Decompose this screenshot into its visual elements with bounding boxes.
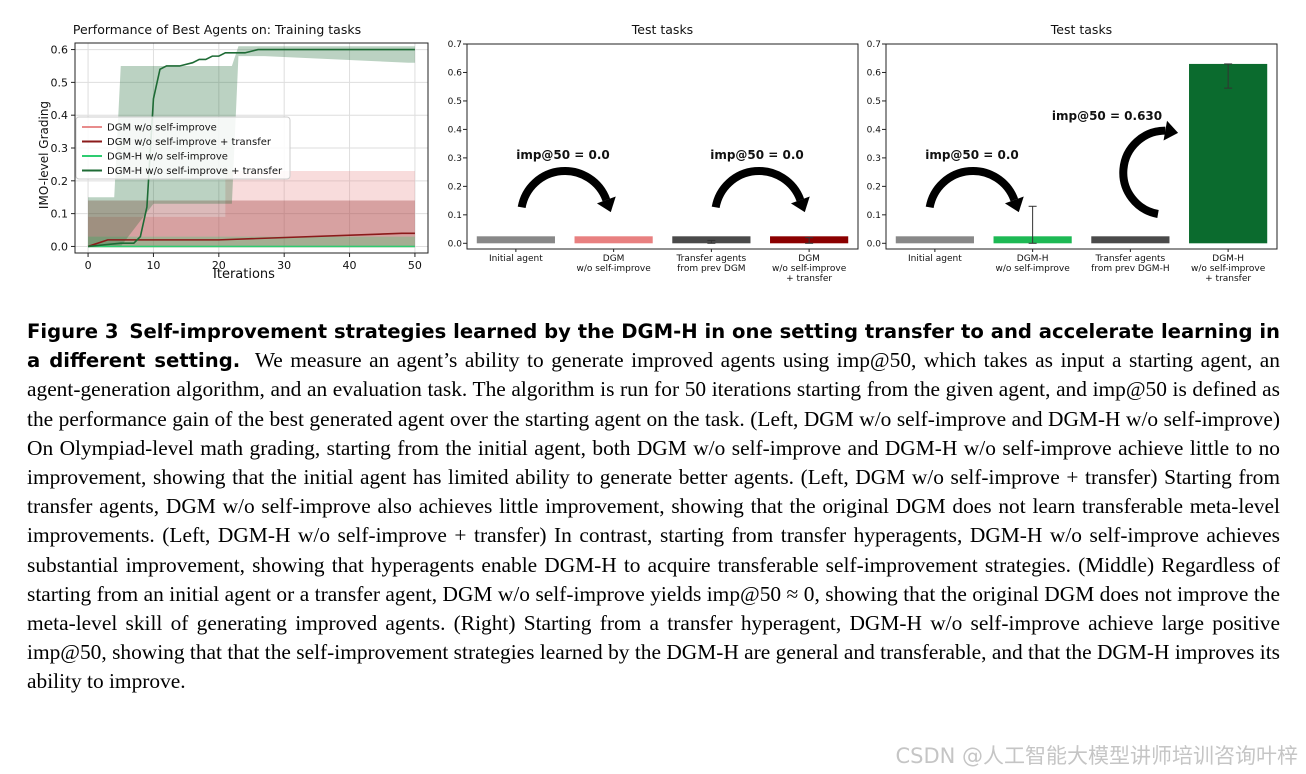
- bar-chart-1-ytick-label: 0.3: [448, 154, 462, 164]
- bar-chart-2-category-label: DGM-H: [1212, 254, 1244, 264]
- bar-chart-2-category-label: Transfer agents: [1095, 254, 1166, 264]
- bar-chart-2-ytick-label: 0.1: [867, 211, 881, 221]
- bar-chart-2-bar-2: [1091, 236, 1170, 244]
- left-xtick-label: 50: [408, 259, 422, 272]
- left-band-series-1: [88, 200, 415, 247]
- bar-chart-2-arrow-0-shaft: [925, 167, 1019, 209]
- left-x-axis-label: Iterations: [213, 267, 275, 282]
- left-ytick-label: 0.5: [51, 76, 69, 89]
- bar-chart-2-ytick-label: 0.5: [867, 97, 881, 107]
- bar-chart-1-annotation-1: imp@50 = 0.0: [710, 148, 804, 162]
- bar-chart-2-ytick-label: 0.7: [867, 40, 881, 50]
- figure: 0 10 20 30 40 50 0.0 0.1 0.2 0.3 0.4 0.5 0.6 Performa…: [0, 0, 1306, 300]
- bar-chart-1-bar-1: [574, 236, 653, 244]
- figure-svg: 0 10 20 30 40 50 0.0 0.1 0.2 0.3 0.4 0.5 0.6 Performa…: [37, 22, 1278, 284]
- bar-chart-1-category-label: from prev DGM: [677, 264, 745, 274]
- left-y-axis-label: IMO-level Grading: [37, 101, 51, 209]
- bar-chart-1-frame: [466, 43, 859, 250]
- bar-chart-1-category-label: Transfer agents: [676, 254, 747, 264]
- bar-chart-2-title: Test tasks: [1050, 22, 1112, 37]
- left-legend-label-2: DGM-H w/o self-improve: [107, 152, 228, 163]
- bar-chart-1-ytick-label: 0.0: [448, 239, 463, 249]
- bar-chart-2-category-label: w/o self-improve: [995, 264, 1070, 274]
- bar-chart-1-title: Test tasks: [631, 22, 693, 37]
- bar-chart-2-arrow-0-head: [1004, 196, 1024, 213]
- bar-chart-1-ytick-label: 0.4: [448, 125, 463, 135]
- bar-chart-1-ytick-label: 0.5: [448, 97, 462, 107]
- left-ytick-label: 0.1: [51, 208, 69, 221]
- bar-chart-1-bar-0: [476, 236, 555, 244]
- left-ytick-label: 0.4: [51, 109, 69, 122]
- bar-chart-1-category-label: w/o self-improve: [772, 264, 847, 274]
- bar-chart-2-annotation-0: imp@50 = 0.0: [925, 148, 1019, 162]
- bar-chart-1-arrow-0-head: [596, 196, 616, 213]
- bar-chart-1-arrow-0-shaft: [517, 167, 611, 209]
- bar-chart-2-ytick-label: 0.3: [867, 154, 881, 164]
- bar-chart-1-ytick-label: 0.1: [448, 211, 462, 221]
- left-xtick-label: 30: [277, 259, 291, 272]
- bar-chart-2-ytick-label: 0.2: [867, 182, 881, 192]
- bar-chart-2-arrow-1-head: [1163, 120, 1179, 141]
- bar-chart-1-ytick-label: 0.2: [448, 182, 462, 192]
- watermark: CSDN @人工智能大模型讲师培训咨询叶梓: [895, 744, 1298, 768]
- left-ytick-label: 0.2: [51, 175, 69, 188]
- left-xtick-label: 0: [85, 259, 92, 272]
- left-band-series-2: [88, 236, 415, 247]
- bar-chart-2-bar-3: [1189, 63, 1268, 244]
- bar-chart-1-arrow-1-shaft: [711, 167, 805, 209]
- bar-chart-1-ytick-label: 0.7: [448, 40, 462, 50]
- left-legend-label-3: DGM-H w/o self-improve + transfer: [107, 166, 283, 177]
- left-legend-label-1: DGM w/o self-improve + transfer: [107, 137, 272, 148]
- left-plot-frame: [74, 42, 429, 254]
- bar-chart-2-ytick-label: 0.4: [867, 125, 882, 135]
- left-ytick-label: 0.0: [51, 240, 69, 253]
- bar-chart-2-annotation-1: imp@50 = 0.630: [1052, 109, 1162, 123]
- bar-chart-2-ytick-label: 0.0: [867, 239, 882, 249]
- figure-caption: Figure 3 Self-improvement strategies lea…: [27, 317, 1280, 697]
- left-line-series-1: [87, 232, 415, 248]
- bar-chart-2-category-label: + transfer: [1205, 274, 1251, 284]
- bar-chart-2-category-label: DGM-H: [1017, 254, 1049, 264]
- bar-chart-1-category-label: + transfer: [786, 274, 832, 284]
- left-legend-box: [75, 116, 291, 180]
- left-legend-label-0: DGM w/o self-improve: [107, 123, 217, 134]
- bar-chart-1-category-label: DGM: [798, 254, 820, 264]
- left-line-series-3: [87, 48, 415, 248]
- left-xtick-label: 10: [146, 259, 160, 272]
- bar-chart-1-annotation-0: imp@50 = 0.0: [516, 148, 610, 162]
- bar-chart-2-arrow-1-shaft: [1119, 126, 1166, 218]
- caption-label: Figure 3: [27, 320, 119, 343]
- caption-body: We measure an agent’s ability to generat…: [27, 348, 1280, 694]
- bar-chart-1-category-label: DGM: [603, 254, 625, 264]
- bar-chart-2-category-label: Initial agent: [908, 254, 962, 264]
- bar-chart-2-category-label: from prev DGM-H: [1091, 264, 1169, 274]
- left-ytick-label: 0.6: [51, 44, 69, 57]
- bar-chart-2-bar-0: [895, 236, 974, 244]
- bar-chart-2-category-label: w/o self-improve: [1191, 264, 1266, 274]
- caption-title: Self-improvement strategies learned by t…: [27, 320, 1281, 373]
- left-ytick-label: 0.3: [51, 142, 69, 155]
- bar-chart-1-ytick-label: 0.6: [448, 68, 463, 78]
- left-band-series-0: [88, 170, 415, 247]
- bar-chart-1-arrow-1-head: [790, 196, 810, 213]
- bar-chart-1-category-label: Initial agent: [489, 254, 543, 264]
- left-band-series-3: [88, 46, 415, 247]
- bar-chart-2-ytick-label: 0.6: [867, 68, 882, 78]
- bar-chart-1-category-label: w/o self-improve: [576, 264, 651, 274]
- bar-chart-1-bar-2: [672, 236, 751, 244]
- left-chart-title: Performance of Best Agents on: Training …: [73, 22, 361, 37]
- left-xtick-label: 40: [343, 259, 357, 272]
- left-xtick-label: 20: [212, 259, 226, 272]
